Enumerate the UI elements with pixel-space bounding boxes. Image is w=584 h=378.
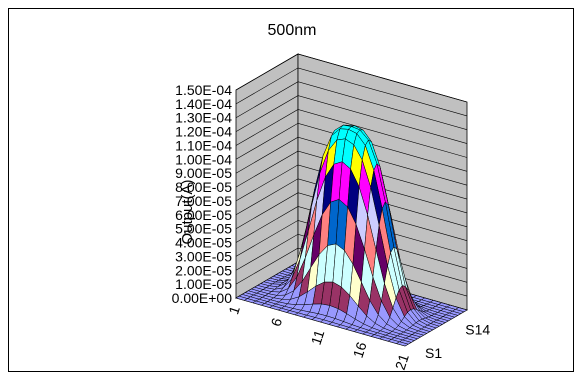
x-tick-label: 11 bbox=[308, 328, 328, 347]
y-axis-label: Output(A) bbox=[179, 179, 196, 244]
z-tick-label: 0.00E+00 bbox=[172, 290, 233, 306]
gridline bbox=[235, 81, 468, 130]
left-wall bbox=[235, 53, 299, 299]
z-tick-label: 1.10E-04 bbox=[175, 137, 232, 153]
z-tick-label: 1.00E-04 bbox=[175, 151, 232, 167]
gridline bbox=[235, 109, 468, 158]
z-tick-label: 9.00E-05 bbox=[175, 165, 232, 181]
gridline bbox=[235, 192, 468, 241]
surface-mesh bbox=[235, 124, 468, 347]
z-tick-label: 1.00E-05 bbox=[175, 276, 232, 292]
x-tick-label: 21 bbox=[392, 352, 412, 372]
gridline bbox=[235, 67, 468, 117]
gridline bbox=[235, 136, 468, 186]
gridline bbox=[235, 95, 468, 144]
z-tick-label: 7.00E-05 bbox=[175, 193, 232, 209]
z-tick-label: 4.00E-05 bbox=[175, 235, 232, 251]
series-axis-ticks: S1 S14 bbox=[425, 322, 490, 361]
z-tick-label: 3.00E-05 bbox=[175, 248, 232, 264]
series-tick-label: S1 bbox=[425, 345, 442, 361]
gridline bbox=[235, 53, 468, 103]
z-tick-label: 1.30E-04 bbox=[175, 110, 232, 126]
series-tick-label: S14 bbox=[465, 322, 490, 338]
x-tick-label: 6 bbox=[268, 316, 286, 329]
z-tick-label: 1.50E-04 bbox=[175, 82, 232, 98]
z-tick-label: 2.00E-05 bbox=[175, 262, 232, 278]
gridline bbox=[235, 247, 468, 297]
gridline bbox=[235, 122, 468, 172]
gridline bbox=[235, 233, 468, 283]
chart-title: 500nm bbox=[267, 22, 317, 39]
surface-cell bbox=[395, 341, 409, 347]
gridline bbox=[235, 206, 468, 255]
x-tick-label: 16 bbox=[350, 340, 370, 360]
z-tick-label: 1.20E-04 bbox=[175, 124, 232, 140]
gridline bbox=[235, 178, 468, 228]
x-tick-label: 1 bbox=[225, 304, 243, 317]
z-tick-label: 6.00E-05 bbox=[175, 207, 232, 223]
z-axis-ticks: 1.50E-041.40E-041.30E-041.20E-041.10E-04… bbox=[172, 82, 233, 306]
z-tick-label: 8.00E-05 bbox=[175, 179, 232, 195]
gridline bbox=[235, 164, 468, 214]
z-tick-label: 5.00E-05 bbox=[175, 221, 232, 237]
gridline bbox=[235, 220, 468, 269]
gridline bbox=[235, 150, 468, 200]
z-tick-label: 1.40E-04 bbox=[175, 96, 232, 112]
